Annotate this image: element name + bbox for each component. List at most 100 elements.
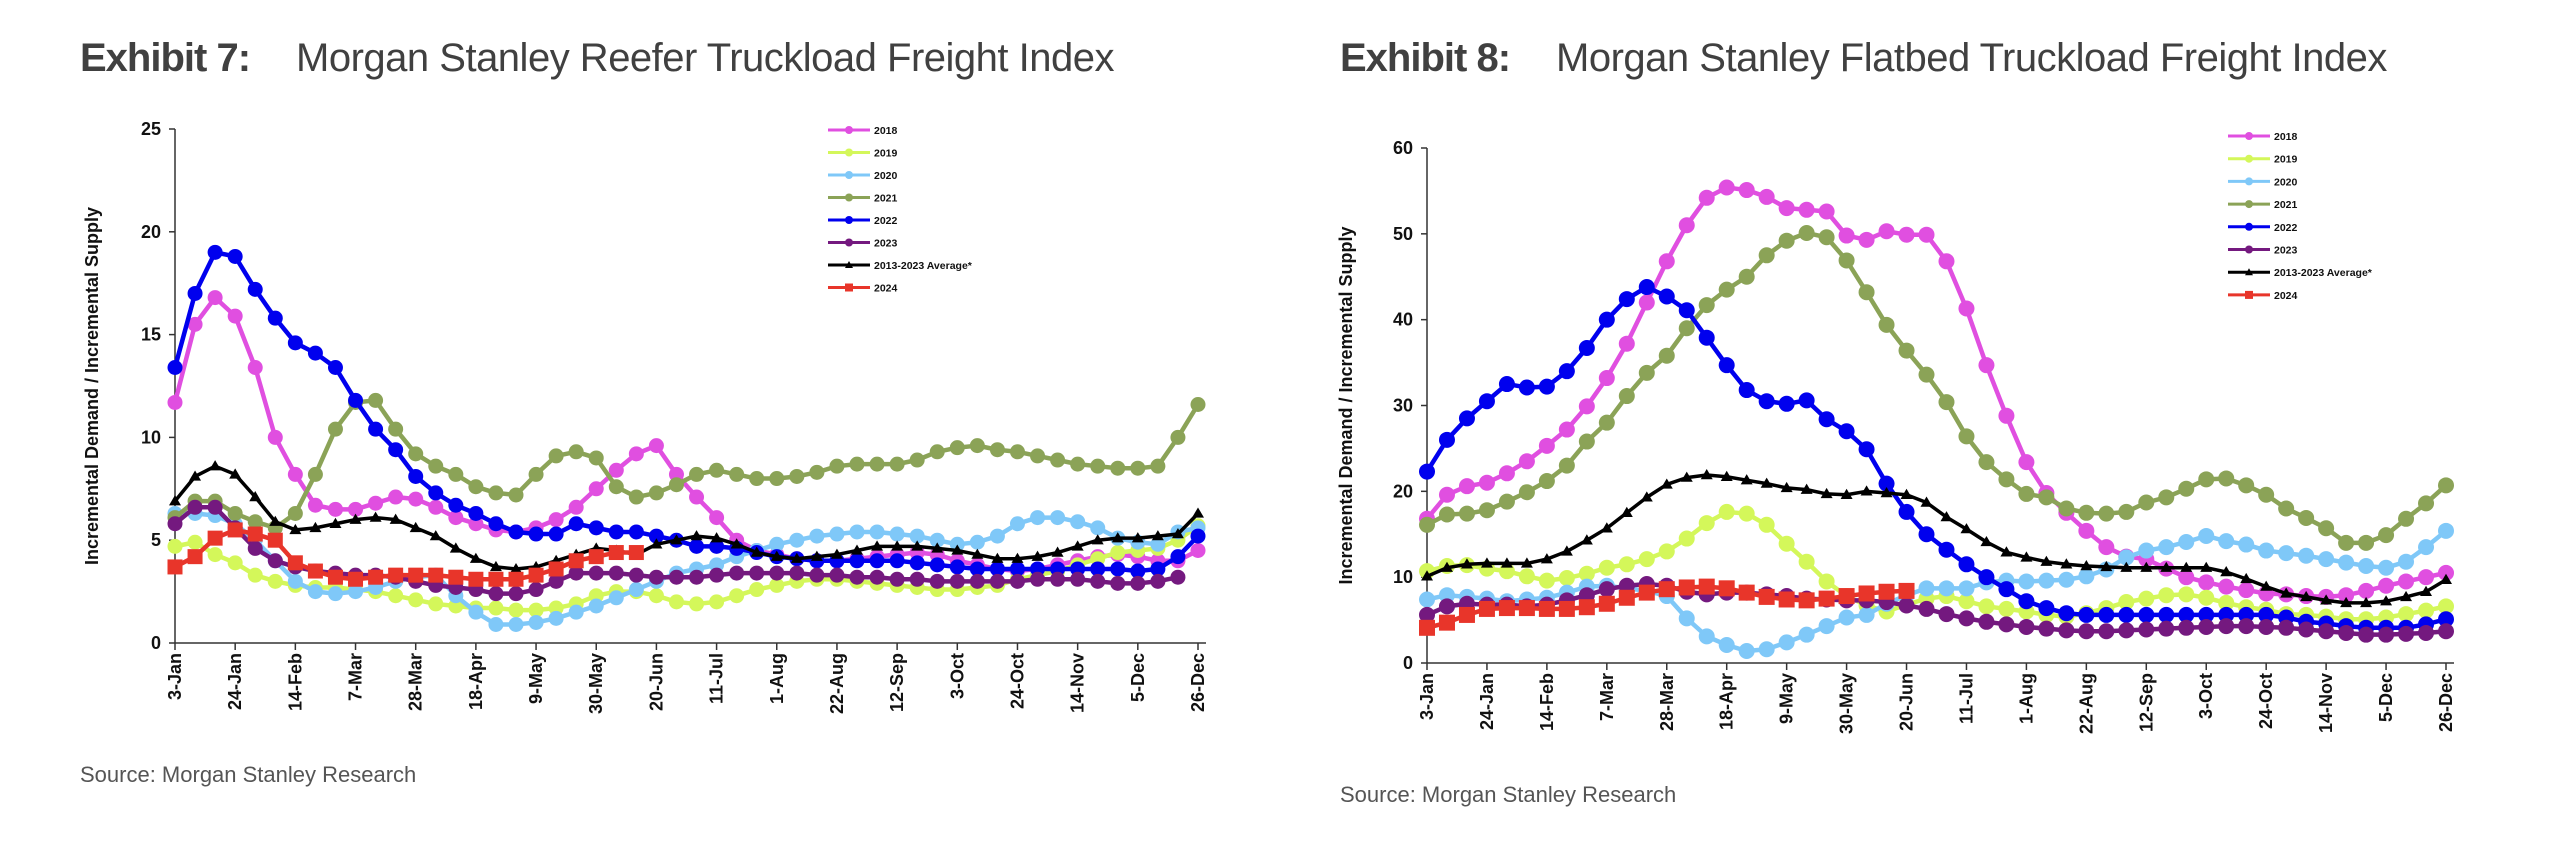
- data-point: [869, 456, 885, 472]
- data-point: [267, 532, 283, 548]
- data-point: [1678, 320, 1695, 337]
- data-point: [1698, 628, 1715, 645]
- data-point: [1480, 557, 1493, 568]
- legend-label: 2022: [874, 215, 898, 227]
- data-point: [1918, 226, 1935, 243]
- data-point: [1778, 395, 1795, 412]
- legend-item: 2023: [2228, 245, 2298, 257]
- data-point: [1460, 558, 1473, 569]
- data-point: [287, 573, 303, 589]
- data-point: [1090, 551, 1106, 567]
- data-point: [428, 499, 444, 515]
- data-point: [1110, 561, 1126, 577]
- data-point: [849, 553, 865, 569]
- data-point: [1618, 388, 1635, 405]
- data-point: [1738, 268, 1755, 285]
- x-tick-label: 9-May: [526, 653, 546, 704]
- data-point: [769, 471, 785, 487]
- data-point: [348, 571, 364, 587]
- data-point: [1958, 556, 1975, 573]
- data-point: [227, 555, 243, 571]
- data-point: [2338, 554, 2355, 571]
- data-point: [628, 489, 644, 505]
- data-point: [408, 446, 424, 462]
- data-point: [2178, 569, 2195, 586]
- data-point: [1598, 311, 1615, 328]
- data-point: [2218, 606, 2235, 623]
- data-point: [2418, 624, 2435, 641]
- data-point: [1958, 580, 1975, 597]
- data-point: [689, 596, 705, 612]
- data-point: [1678, 302, 1695, 319]
- data-point: [2378, 626, 2395, 643]
- data-point: [2220, 566, 2233, 577]
- data-point: [1920, 496, 1933, 507]
- data-point: [187, 549, 203, 565]
- data-point: [1438, 598, 1455, 615]
- data-point: [2360, 596, 2373, 608]
- data-point: [409, 521, 422, 533]
- y-tick-label: 10: [141, 427, 161, 447]
- x-tick-label: 5-Dec: [2376, 673, 2396, 722]
- data-point: [1419, 619, 1435, 636]
- data-point: [207, 499, 223, 515]
- data-point: [2438, 564, 2454, 581]
- data-point: [1050, 510, 1066, 526]
- data-point: [548, 610, 564, 626]
- data-point: [528, 614, 544, 630]
- data-point: [729, 588, 745, 604]
- data-point: [1130, 563, 1146, 579]
- data-point: [1090, 561, 1106, 577]
- data-point: [307, 345, 323, 361]
- data-point: [588, 450, 604, 466]
- series-line: [1426, 581, 2447, 637]
- data-point: [2138, 542, 2155, 559]
- data-point: [1419, 516, 1435, 533]
- data-point: [709, 462, 725, 478]
- exhibit-7-source: Source: Morgan Stanley Research: [80, 762, 417, 787]
- data-point: [2040, 555, 2053, 566]
- data-point: [1718, 179, 1735, 196]
- data-point: [247, 514, 263, 530]
- data-point: [1598, 414, 1615, 431]
- data-point: [769, 565, 785, 581]
- data-point: [388, 588, 404, 604]
- data-point: [2140, 561, 2153, 572]
- data-point: [1071, 540, 1084, 551]
- data-point: [1050, 452, 1066, 468]
- legend-marker: [845, 216, 853, 224]
- data-point: [2258, 606, 2275, 623]
- data-point: [1678, 217, 1695, 234]
- data-point: [2238, 582, 2255, 599]
- data-point: [2380, 595, 2393, 606]
- data-point: [2038, 620, 2055, 637]
- data-point: [2080, 560, 2093, 571]
- legend-marker: [845, 148, 853, 157]
- series-line: [1426, 529, 2448, 654]
- data-point: [528, 582, 544, 598]
- data-point: [388, 421, 404, 437]
- data-point: [2358, 534, 2375, 551]
- x-tick-label: 18-Apr: [1717, 673, 1737, 730]
- x-tick-label: 3-Jan: [1417, 673, 1437, 720]
- data-point: [548, 526, 564, 542]
- data-point: [1090, 458, 1106, 474]
- data-point: [1778, 634, 1795, 651]
- data-point: [307, 466, 323, 482]
- data-point: [628, 446, 644, 462]
- data-point: [1718, 503, 1735, 520]
- data-point: [2338, 624, 2355, 641]
- data-point: [389, 513, 402, 524]
- data-point: [189, 470, 202, 481]
- data-point: [668, 569, 684, 585]
- data-point: [1858, 441, 1875, 458]
- data-point: [1818, 618, 1835, 635]
- exhibit-8-label: Exhibit 8:: [1340, 36, 1511, 80]
- legend-marker: [2245, 245, 2253, 254]
- data-point: [730, 538, 743, 549]
- data-point: [709, 538, 725, 554]
- data-point: [2418, 569, 2435, 586]
- data-point: [229, 468, 242, 479]
- legend-marker: [845, 126, 853, 134]
- y-tick-label: 5: [151, 530, 161, 550]
